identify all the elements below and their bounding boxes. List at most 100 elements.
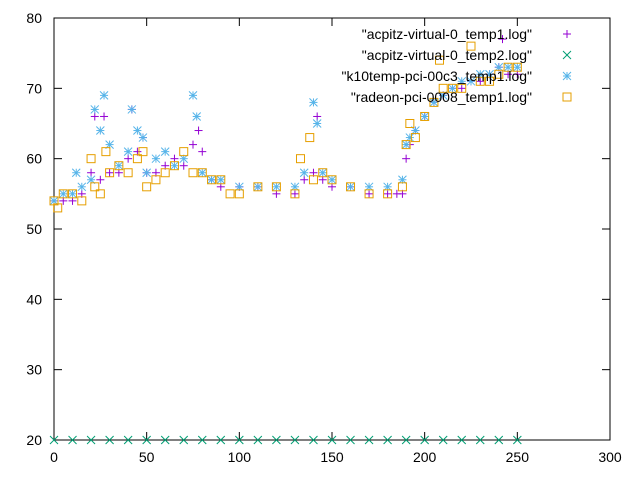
legend: "acpitz-virtual-0_temp1.log" "acpitz-virt… xyxy=(342,26,572,105)
data-point xyxy=(151,154,161,164)
data-point xyxy=(194,126,203,135)
data-point xyxy=(87,168,96,177)
data-point xyxy=(192,112,202,121)
data-point xyxy=(207,175,217,185)
data-point xyxy=(309,435,318,445)
data-point xyxy=(466,41,476,51)
legend-label: "acpitz-virtual-0_temp2.log" xyxy=(362,47,532,63)
data-point xyxy=(189,140,197,149)
data-point xyxy=(114,161,124,171)
data-point xyxy=(151,175,161,185)
data-point xyxy=(68,189,78,199)
data-point xyxy=(142,435,152,445)
data-point xyxy=(420,435,430,445)
data-point xyxy=(132,154,142,164)
data-point xyxy=(308,175,318,185)
series-2 xyxy=(49,435,522,445)
y-tick-label: 80 xyxy=(26,10,42,26)
data-point xyxy=(253,182,263,192)
y-tick-label: 70 xyxy=(26,80,42,96)
legend-label: "radeon-pci-0008_temp1.log" xyxy=(351,89,532,105)
data-point xyxy=(272,182,281,192)
y-tick-label: 60 xyxy=(26,151,42,167)
data-point xyxy=(123,147,133,156)
data-point xyxy=(127,105,137,114)
data-point xyxy=(434,55,444,65)
series-3 xyxy=(49,62,522,206)
legend-marker xyxy=(562,92,572,102)
data-point xyxy=(197,435,207,445)
data-point xyxy=(105,168,115,178)
data-point xyxy=(364,189,374,199)
series-layer xyxy=(49,35,522,445)
data-point xyxy=(420,111,430,121)
data-point xyxy=(49,435,59,445)
data-point xyxy=(95,189,105,199)
data-point xyxy=(476,77,485,86)
data-point xyxy=(318,168,328,178)
legend-label: "k10temp-pci-00c3_temp1.log" xyxy=(342,68,533,84)
data-point xyxy=(402,154,411,163)
data-point xyxy=(142,182,152,192)
data-point xyxy=(105,168,114,177)
data-point xyxy=(77,182,87,192)
data-point xyxy=(101,147,111,157)
data-point xyxy=(420,112,430,121)
data-point xyxy=(160,435,170,445)
data-point xyxy=(346,182,356,192)
data-point xyxy=(86,435,96,445)
data-point xyxy=(466,76,476,86)
data-point xyxy=(365,189,374,198)
data-point xyxy=(138,147,148,157)
data-point xyxy=(448,83,457,93)
data-point xyxy=(438,435,448,445)
data-point xyxy=(318,168,328,178)
data-point xyxy=(300,175,309,184)
data-point xyxy=(383,189,392,198)
data-point xyxy=(290,189,300,199)
x-tick-label: 0 xyxy=(50,449,58,465)
data-point xyxy=(290,435,300,445)
data-point xyxy=(503,62,513,72)
data-point xyxy=(313,112,322,121)
data-point xyxy=(494,435,504,445)
x-tick-label: 200 xyxy=(413,449,437,465)
data-point xyxy=(234,189,244,199)
data-point xyxy=(410,133,420,143)
x-tick-label: 50 xyxy=(139,449,155,465)
series-4 xyxy=(49,41,522,213)
data-point xyxy=(114,161,124,171)
data-point xyxy=(58,189,68,199)
data-point xyxy=(68,435,77,445)
data-point xyxy=(198,147,207,156)
data-point xyxy=(512,62,522,72)
data-point xyxy=(305,133,315,143)
data-point xyxy=(383,189,393,199)
data-point xyxy=(401,435,411,445)
data-point xyxy=(503,62,513,72)
data-point xyxy=(429,98,439,107)
data-point xyxy=(96,175,105,184)
data-point xyxy=(346,182,355,192)
y-tick-label: 20 xyxy=(26,432,42,448)
data-point xyxy=(53,203,63,213)
data-point xyxy=(405,119,415,128)
data-point xyxy=(77,196,87,206)
data-point xyxy=(138,133,148,142)
data-point xyxy=(234,435,244,445)
data-point xyxy=(160,168,170,178)
data-point xyxy=(494,69,504,79)
data-point xyxy=(90,112,99,121)
data-point xyxy=(71,168,81,178)
x-tick-label: 300 xyxy=(598,449,622,465)
data-point xyxy=(99,91,109,100)
data-point xyxy=(309,98,318,107)
data-point xyxy=(124,154,133,163)
x-tick-label: 150 xyxy=(320,449,344,465)
data-point xyxy=(68,189,77,199)
data-point xyxy=(512,62,522,72)
data-point xyxy=(401,140,411,150)
data-point xyxy=(160,147,170,156)
data-point xyxy=(207,175,216,185)
